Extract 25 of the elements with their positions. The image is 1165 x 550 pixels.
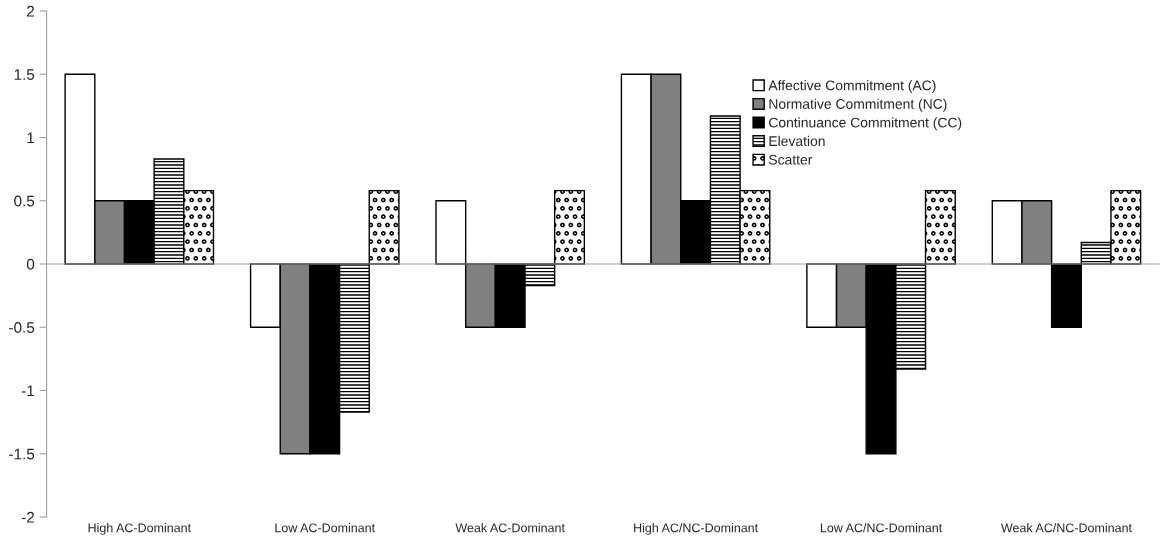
y-tick-label: -1 [21,385,35,397]
bar [368,189,400,265]
x-tick-label: Low AC-Dominant [275,523,376,533]
legend-label: Continuance Commitment (CC) [769,117,962,131]
x-tick-label: Weak AC-Dominant [455,523,565,533]
y-tick-label: -0.5 [9,322,35,333]
y-tick-label: 0 [26,258,35,270]
y-tick-label: 1 [27,132,35,144]
x-tick-label: High AC/NC-Dominant [634,523,759,535]
bar [553,189,586,265]
bar [924,189,956,265]
y-tick-label: -2 [21,511,35,523]
legend-label: Normative Commitment (NC) [769,98,947,112]
y-tick-label: 2 [27,5,35,17]
x-tick-label: Weak AC/NC-Dominant [1000,523,1132,533]
y-tick-label: 1.5 [14,69,35,80]
y-tick-label: 0.5 [14,195,35,207]
x-tick-label: Low AC/NC-Dominant [820,523,943,533]
bar [1050,263,1082,328]
legend-label: Elevation [769,135,825,147]
legend-label: Affective Commitment (AC) [768,80,936,94]
x-tick-label: High AC-Dominant [88,523,191,535]
y-tick-label: -1.5 [9,448,35,460]
bar [435,200,467,265]
legend-label: Scatter [768,154,813,165]
